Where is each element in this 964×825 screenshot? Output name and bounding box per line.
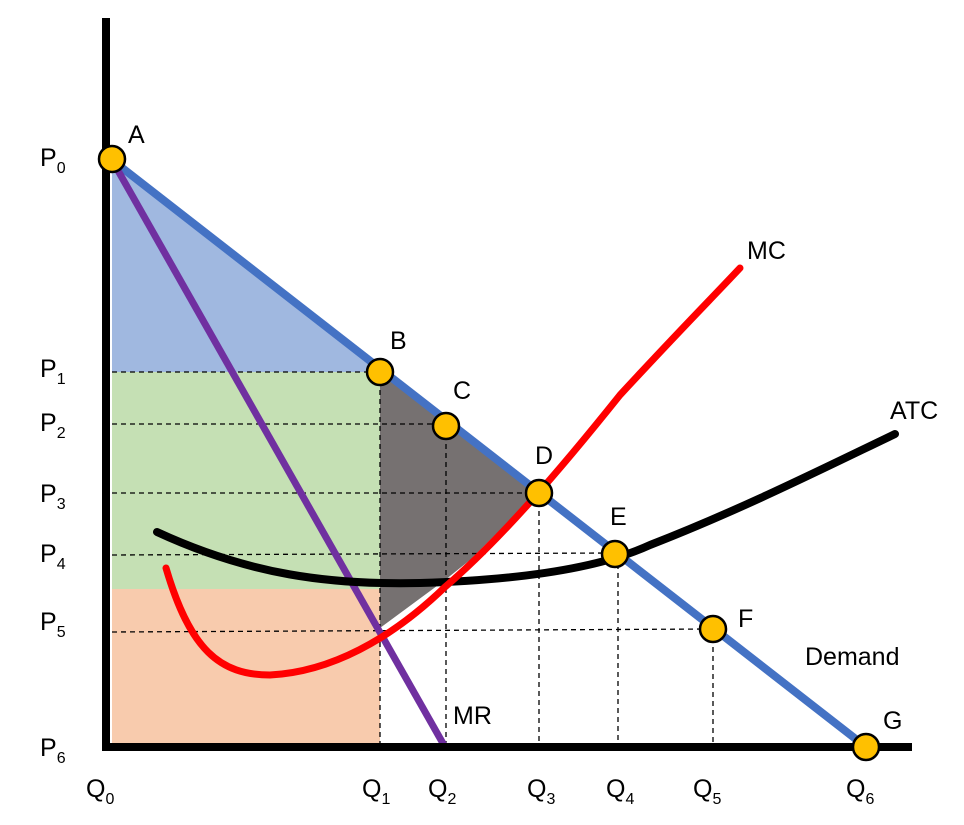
guide-lines bbox=[111, 371, 714, 747]
price-label-p1: P1 bbox=[40, 355, 66, 388]
point-c-marker bbox=[431, 411, 461, 441]
demand-curve bbox=[108, 156, 870, 751]
p5-guide bbox=[111, 628, 714, 633]
price-label-p5: P5 bbox=[40, 608, 66, 641]
quantity-label-q6: Q6 bbox=[846, 775, 874, 808]
quantity-label-q0: Q0 bbox=[86, 775, 114, 808]
point-f-label: F bbox=[738, 605, 753, 633]
point-f-marker bbox=[698, 614, 728, 644]
point-a-label: A bbox=[128, 121, 145, 149]
point-e-label: E bbox=[610, 503, 627, 531]
point-markers bbox=[97, 144, 881, 762]
quantity-label-q4: Q4 bbox=[606, 775, 634, 808]
price-label-p6: P6 bbox=[40, 734, 66, 767]
point-b-label: B bbox=[390, 327, 407, 355]
point-a-marker bbox=[97, 144, 127, 174]
mc-label: MC bbox=[747, 237, 786, 265]
demand-label: Demand bbox=[805, 643, 900, 671]
price-label-p0: P0 bbox=[40, 144, 66, 177]
point-d-label: D bbox=[535, 442, 553, 470]
quantity-label-q2: Q2 bbox=[428, 775, 456, 808]
mr-curve bbox=[108, 158, 449, 749]
p4-guide bbox=[111, 552, 616, 556]
atc-label: ATC bbox=[890, 397, 938, 425]
quantity-label-q3: Q3 bbox=[527, 775, 555, 808]
point-e-marker bbox=[600, 539, 630, 569]
point-g-label: G bbox=[883, 707, 902, 735]
price-label-p4: P4 bbox=[40, 540, 66, 573]
point-c-label: C bbox=[453, 377, 471, 405]
point-g-marker bbox=[851, 732, 881, 762]
deadweight-loss-area bbox=[380, 372, 539, 628]
atc-curve bbox=[153, 430, 899, 588]
price-label-p3: P3 bbox=[40, 480, 66, 513]
quantity-label-q5: Q5 bbox=[693, 775, 721, 808]
point-d-marker bbox=[524, 478, 554, 508]
mr-label: MR bbox=[453, 702, 492, 730]
cost-area bbox=[112, 589, 380, 747]
quantity-label-q1: Q1 bbox=[362, 775, 390, 808]
price-label-p2: P2 bbox=[40, 409, 66, 442]
point-b-marker bbox=[365, 357, 395, 387]
mc-curve bbox=[162, 264, 744, 679]
